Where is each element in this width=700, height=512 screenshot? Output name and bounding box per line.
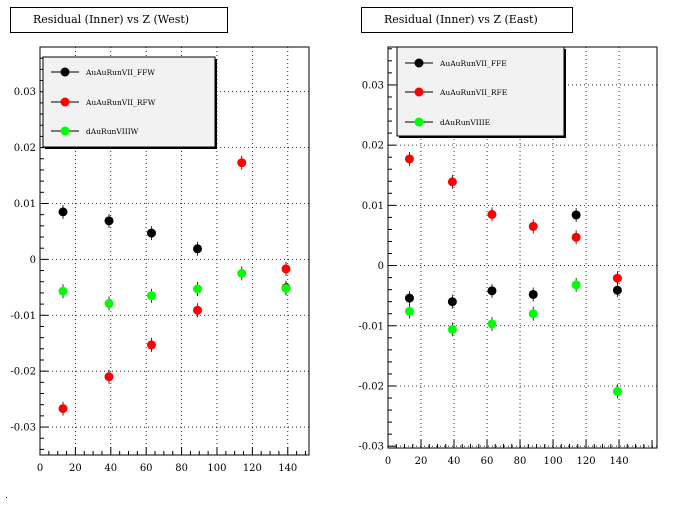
west-y-tick-label: 0.02 bbox=[14, 143, 36, 154]
west-legend-marker bbox=[60, 67, 70, 77]
east-y-tick-label: 0 bbox=[378, 261, 384, 272]
west-x-tick-label: 20 bbox=[69, 463, 82, 474]
east-point-dAuRunVIIIE bbox=[487, 319, 497, 329]
east-legend-label: dAuRunVIIIE bbox=[440, 118, 490, 127]
east-y-tick-label: -0.01 bbox=[358, 321, 384, 332]
west-point-AuAuRunVII_FFW bbox=[146, 228, 156, 238]
east-point-AuAuRunVII_RFE bbox=[404, 154, 414, 164]
east-x-tick-label: 0 bbox=[385, 456, 391, 467]
west-legend-marker bbox=[60, 126, 70, 136]
west-legend-marker bbox=[60, 97, 70, 107]
west-chart-title: Residual (Inner) vs Z (West) bbox=[10, 7, 228, 33]
east-chart-title: Residual (Inner) vs Z (East) bbox=[361, 7, 573, 33]
west-point-dAuRunVIIIW bbox=[146, 291, 156, 301]
west-x-tick-label: 80 bbox=[175, 463, 188, 474]
west-y-tick-label: -0.01 bbox=[10, 311, 36, 322]
west-x-tick-label: 120 bbox=[243, 463, 262, 474]
east-point-AuAuRunVII_FFE bbox=[528, 289, 538, 299]
west-plot-frame bbox=[39, 46, 310, 456]
east-x-tick-label: 140 bbox=[609, 456, 628, 467]
east-legend-marker bbox=[414, 117, 424, 127]
east-point-AuAuRunVII_FFE bbox=[487, 286, 497, 296]
east-point-AuAuRunVII_FFE bbox=[612, 285, 622, 295]
west-y-tick-label: 0 bbox=[30, 255, 36, 266]
west-legend-label: AuAuRunVII_FFW bbox=[85, 68, 155, 77]
east-x-tick-label: 40 bbox=[448, 456, 461, 467]
west-x-tick-label: 140 bbox=[278, 463, 297, 474]
west-point-dAuRunVIIIW bbox=[193, 284, 203, 294]
east-y-tick-label: 0.01 bbox=[362, 201, 384, 212]
east-point-AuAuRunVII_RFE bbox=[487, 209, 497, 219]
east-legend-marker bbox=[414, 58, 424, 68]
east-point-dAuRunVIIIE bbox=[612, 386, 622, 396]
west-point-AuAuRunVII_RFW bbox=[146, 340, 156, 350]
west-point-dAuRunVIIIW bbox=[237, 268, 247, 278]
east-x-tick-label: 120 bbox=[576, 456, 595, 467]
west-residual-chart: -0.03 -0.02 -0.01 0 0.01 0.02 0.03 0 20 40 60 80 100… bbox=[10, 46, 310, 474]
west-point-AuAuRunVII_RFW bbox=[58, 404, 68, 414]
east-point-AuAuRunVII_RFE bbox=[571, 232, 581, 242]
east-point-AuAuRunVII_RFE bbox=[447, 177, 457, 187]
east-x-tick-label: 100 bbox=[543, 456, 562, 467]
east-x-tick-label: 80 bbox=[514, 456, 527, 467]
west-point-AuAuRunVII_FFW bbox=[193, 244, 203, 254]
east-y-tick-label: 0.03 bbox=[362, 80, 384, 91]
east-point-dAuRunVIIIE bbox=[447, 324, 457, 334]
west-legend-label: AuAuRunVII_RFW bbox=[85, 98, 156, 107]
west-point-dAuRunVIIIW bbox=[58, 286, 68, 296]
west-point-dAuRunVIIIW bbox=[281, 283, 291, 293]
west-legend-label: dAuRunVIIIW bbox=[86, 127, 139, 136]
west-x-tick-label: 40 bbox=[104, 463, 117, 474]
west-x-tick-label: 60 bbox=[140, 463, 153, 474]
west-x-tick-label: 0 bbox=[37, 463, 43, 474]
stray-dot bbox=[6, 497, 7, 498]
west-point-AuAuRunVII_RFW bbox=[237, 158, 247, 168]
east-y-tick-label: -0.02 bbox=[358, 381, 384, 392]
east-x-tick-label: 60 bbox=[481, 456, 494, 467]
east-point-AuAuRunVII_FFE bbox=[447, 297, 457, 307]
east-point-AuAuRunVII_RFE bbox=[612, 273, 622, 283]
west-y-tick-label: 0.03 bbox=[14, 87, 36, 98]
east-point-AuAuRunVII_FFE bbox=[571, 210, 581, 220]
east-point-AuAuRunVII_RFE bbox=[528, 221, 538, 231]
east-residual-chart: -0.03 -0.02 -0.01 0 0.01 0.02 0.03 0 20 40 60 80 100… bbox=[358, 46, 658, 467]
east-point-dAuRunVIIIE bbox=[404, 306, 414, 316]
east-legend-marker bbox=[414, 87, 424, 97]
east-y-tick-label: 0.02 bbox=[362, 141, 384, 152]
west-point-AuAuRunVII_RFW bbox=[104, 372, 114, 382]
east-y-tick-label: -0.03 bbox=[358, 442, 384, 453]
east-legend-label: AuAuRunVII_RFE bbox=[439, 88, 507, 97]
west-y-tick-label: 0.01 bbox=[14, 199, 36, 210]
east-point-AuAuRunVII_FFE bbox=[404, 293, 414, 303]
west-point-AuAuRunVII_FFW bbox=[104, 216, 114, 226]
east-legend-label: AuAuRunVII_FFE bbox=[439, 59, 507, 68]
west-y-tick-label: -0.02 bbox=[10, 367, 36, 378]
east-x-tick-label: 20 bbox=[415, 456, 428, 467]
west-point-AuAuRunVII_FFW bbox=[58, 207, 68, 217]
west-x-tick-label: 100 bbox=[207, 463, 226, 474]
west-point-AuAuRunVII_RFW bbox=[281, 264, 291, 274]
west-point-AuAuRunVII_RFW bbox=[193, 305, 203, 315]
east-point-dAuRunVIIIE bbox=[571, 280, 581, 290]
east-point-dAuRunVIIIE bbox=[528, 309, 538, 319]
west-y-tick-label: -0.03 bbox=[10, 423, 36, 434]
west-point-dAuRunVIIIW bbox=[104, 299, 114, 309]
